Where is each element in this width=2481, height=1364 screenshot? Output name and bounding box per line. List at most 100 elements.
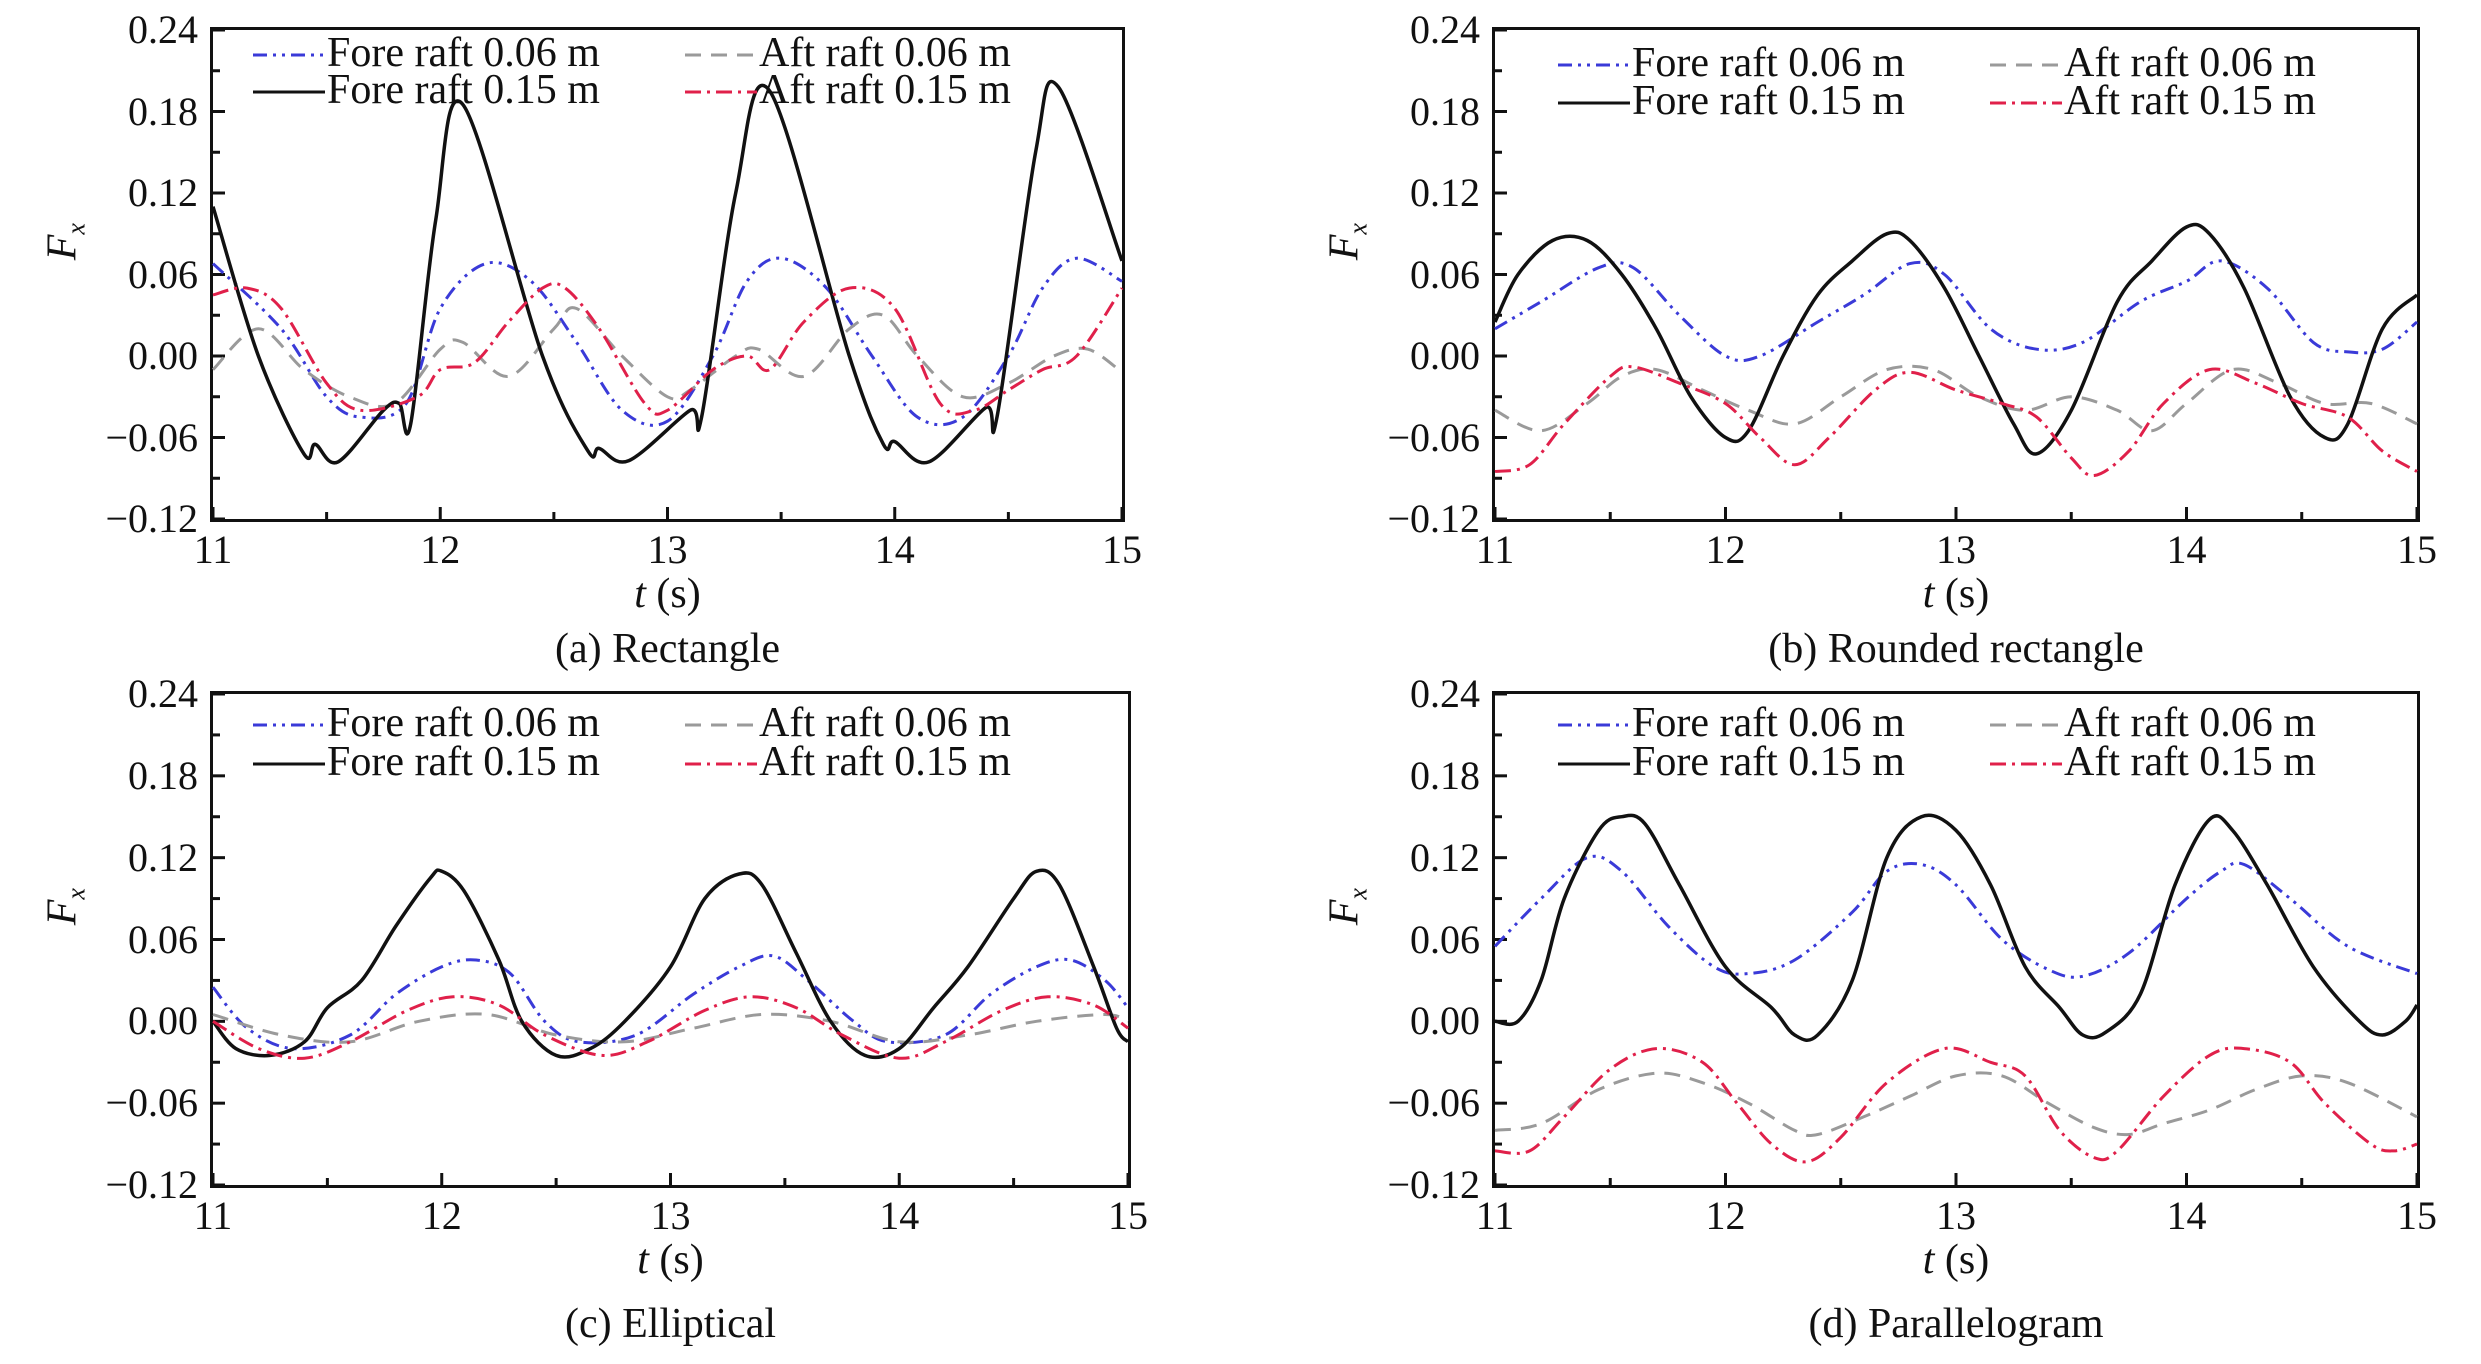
panel-caption: (d) Parallelogram — [1808, 1301, 2104, 1347]
y-axis-subscript: x — [1343, 887, 1373, 900]
y-tick-label: 0.18 — [128, 752, 198, 798]
plot-svg — [1493, 28, 2419, 521]
legend-swatch-aft-015 — [1990, 762, 2062, 766]
y-tick-label: 0.00 — [1410, 333, 1480, 378]
plot-svg — [1493, 692, 2419, 1187]
series-line-fore-006 — [211, 256, 1123, 427]
x-tick-label: 15 — [1108, 1193, 1148, 1238]
y-tick-label: 0.24 — [128, 7, 198, 52]
legend-swatch-aft-006 — [1990, 63, 2062, 67]
x-axis-unit: (s) — [659, 1237, 704, 1283]
y-axis-subscript: x — [61, 887, 91, 900]
x-axis-label: t (s) — [1856, 570, 2056, 618]
series-line-aft-015 — [1494, 365, 2418, 478]
x-axis-label: t (s) — [571, 1236, 771, 1284]
y-tick-label: 0.18 — [1410, 752, 1480, 798]
x-tick-label: 14 — [879, 1193, 920, 1238]
x-axis-variable: t — [634, 571, 646, 617]
y-tick-label: 0.12 — [1410, 834, 1480, 880]
x-tick-label: 12 — [1705, 1193, 1746, 1238]
x-axis-variable: t — [1922, 1237, 1935, 1283]
legend-swatch-aft-006 — [1990, 723, 2062, 727]
x-tick-label: 13 — [1936, 527, 1976, 572]
legend-swatch-aft-015 — [685, 762, 757, 766]
y-tick-label: 0.12 — [128, 170, 198, 215]
y-tick-label: 0.00 — [1410, 998, 1480, 1044]
x-tick-label: 14 — [874, 527, 915, 572]
y-tick-label: 0.06 — [128, 916, 198, 962]
legend-swatch-fore-015 — [253, 90, 325, 94]
series-line-aft-015 — [212, 281, 1124, 416]
legend-label: Aft raft 0.15 m — [2064, 739, 2316, 785]
x-tick-label: 13 — [650, 1193, 691, 1238]
x-axis-variable: t — [1922, 571, 1935, 617]
series-line-fore-015 — [211, 868, 1130, 1060]
legend-swatch-aft-006 — [685, 53, 757, 57]
legend-label: Fore raft 0.06 m — [1632, 40, 1905, 86]
panel-caption: (b) Rounded rectangle — [1768, 626, 2144, 672]
y-tick-label: 0.06 — [1410, 916, 1480, 962]
y-tick-label: 0.24 — [1410, 7, 1480, 52]
x-tick-label: 11 — [193, 527, 233, 572]
x-axis-unit: (s) — [1944, 1237, 1990, 1283]
y-tick-label: 0.24 — [128, 671, 198, 716]
series-line-aft-006 — [1494, 364, 2418, 433]
legend-label: Aft raft 0.06 m — [759, 700, 1011, 746]
x-axis-variable: t — [637, 1237, 649, 1283]
y-tick-label: −0.12 — [1387, 1162, 1480, 1207]
legend-swatch-fore-006 — [253, 723, 325, 727]
legend-label: Aft raft 0.15 m — [759, 739, 1011, 785]
y-axis-label: Fx — [1320, 866, 1373, 946]
plot-svg — [211, 28, 1124, 521]
x-tick-label: 12 — [420, 527, 461, 572]
y-tick-label: −0.06 — [105, 1080, 198, 1126]
x-tick-label: 14 — [2166, 1193, 2207, 1238]
y-tick-label: 0.18 — [128, 88, 198, 134]
x-tick-label: 15 — [1102, 527, 1142, 572]
legend-label: Aft raft 0.06 m — [759, 30, 1011, 76]
legend-label: Fore raft 0.15 m — [1632, 78, 1905, 124]
series-line-fore-006 — [1493, 854, 2418, 979]
y-axis-subscript: x — [1343, 222, 1373, 235]
panel-caption: (c) Elliptical — [564, 1301, 777, 1347]
x-tick-label: 13 — [1936, 1193, 1976, 1238]
series-line-fore-006 — [1494, 259, 2418, 363]
y-axis-subscript: x — [61, 222, 91, 235]
y-tick-label: −0.12 — [105, 1162, 198, 1207]
x-axis-label: t (s) — [568, 570, 768, 618]
x-tick-label: 12 — [421, 1193, 462, 1238]
legend-label: Aft raft 0.06 m — [2064, 40, 2316, 86]
legend-swatch-aft-006 — [685, 723, 757, 727]
y-tick-label: −0.06 — [1387, 414, 1480, 460]
y-tick-label: 0.12 — [128, 834, 198, 880]
x-tick-label: 11 — [1475, 1193, 1515, 1238]
series-line-aft-006 — [211, 306, 1123, 409]
plot-area — [1492, 691, 2420, 1188]
y-tick-label: 0.24 — [1410, 671, 1480, 716]
plot-area — [210, 27, 1125, 522]
x-tick-label: 14 — [2166, 527, 2207, 572]
legend-swatch-fore-006 — [1558, 723, 1630, 727]
legend-swatch-aft-015 — [1990, 101, 2062, 105]
y-axis-symbol: F — [1321, 234, 1368, 260]
x-axis-unit: (s) — [656, 571, 701, 617]
x-tick-label: 13 — [647, 527, 688, 572]
x-tick-label: 12 — [1705, 527, 1746, 572]
legend-swatch-fore-015 — [1558, 101, 1630, 105]
x-tick-label: 15 — [2397, 1193, 2437, 1238]
legend-label: Fore raft 0.15 m — [327, 67, 600, 113]
legend-label: Aft raft 0.15 m — [759, 67, 1011, 113]
y-tick-label: −0.12 — [1387, 496, 1480, 541]
plot-svg — [211, 692, 1130, 1187]
legend-label: Aft raft 0.15 m — [2064, 78, 2316, 124]
legend-label: Fore raft 0.06 m — [327, 30, 600, 76]
legend-swatch-fore-006 — [1558, 63, 1630, 67]
y-tick-label: 0.18 — [1410, 88, 1480, 134]
legend-swatch-fore-015 — [1558, 762, 1630, 766]
y-axis-label: Fx — [1320, 201, 1373, 281]
y-axis-label: Fx — [38, 201, 91, 281]
y-tick-label: 0.06 — [1410, 251, 1480, 297]
y-axis-symbol: F — [39, 899, 86, 925]
legend-label: Fore raft 0.15 m — [327, 739, 600, 785]
x-axis-unit: (s) — [1944, 571, 1990, 617]
